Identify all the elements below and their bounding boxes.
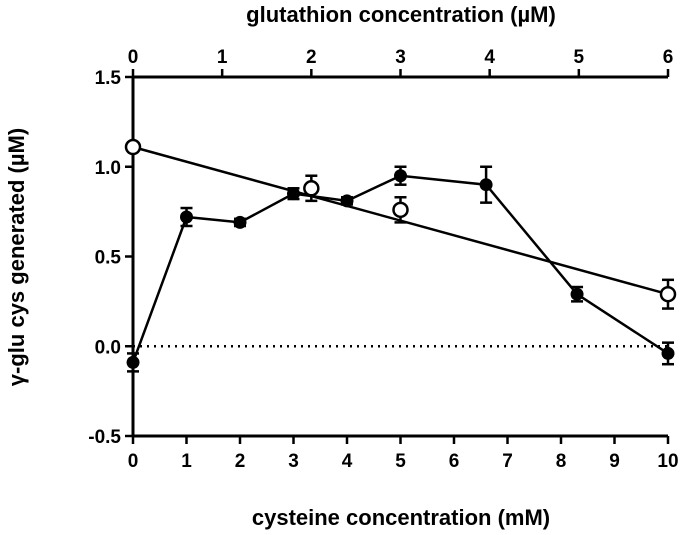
- y-axis-title: γ-glu cys generated (µM): [4, 128, 29, 386]
- data-point-filled: [287, 187, 300, 201]
- x-tick-label: 0: [128, 451, 139, 472]
- y-tick-label: -0.5: [88, 427, 121, 448]
- x2-tick-label: 0: [128, 47, 139, 68]
- x2-tick-label: 1: [217, 47, 228, 68]
- y-tick-label: 1.5: [95, 68, 122, 89]
- data-point-open: [392, 201, 409, 219]
- x-tick-label: 3: [288, 451, 299, 472]
- x-tick-label: 2: [235, 451, 246, 472]
- x-tick-label: 10: [657, 451, 678, 472]
- data-point-filled: [479, 178, 493, 192]
- data-point-filled: [570, 287, 584, 301]
- y-tick-label: 1.0: [95, 158, 121, 179]
- y-tick-label: 0.0: [95, 337, 121, 358]
- x-tick-label: 1: [181, 451, 192, 472]
- plot-area: 0 1 2 3 4 5 6 7 8 9 10 0 1 2 3 4 5 6 -0.5 0.0 0.5 1.0 1.5: [88, 47, 678, 472]
- data-point-open: [124, 138, 142, 156]
- data-point-filled: [233, 215, 247, 229]
- x-tick-label: 6: [449, 451, 460, 472]
- x-tick-label: 4: [342, 451, 353, 472]
- x-tick-label: 8: [556, 451, 567, 472]
- x-tick-label: 7: [502, 451, 513, 472]
- x2-tick-label: 6: [663, 47, 674, 68]
- y-tick-label: 0.5: [95, 248, 122, 269]
- x-tick-label: 9: [609, 451, 620, 472]
- data-point-filled: [180, 210, 193, 224]
- top-axis-title: glutathion concentration (µM): [246, 2, 556, 27]
- x-tick-label: 5: [395, 451, 406, 472]
- data-point-filled: [661, 346, 675, 360]
- data-point-open: [303, 180, 320, 197]
- x2-tick-label: 5: [574, 47, 585, 68]
- data-point-filled: [394, 169, 407, 183]
- data-point-filled: [126, 355, 140, 369]
- bottom-axis-title: cysteine concentration (mM): [252, 505, 550, 530]
- x2-tick-label: 2: [306, 47, 317, 68]
- data-point-open: [659, 285, 677, 303]
- data-point-filled: [340, 194, 354, 208]
- x2-tick-label: 4: [484, 47, 495, 68]
- x2-tick-label: 3: [395, 47, 406, 68]
